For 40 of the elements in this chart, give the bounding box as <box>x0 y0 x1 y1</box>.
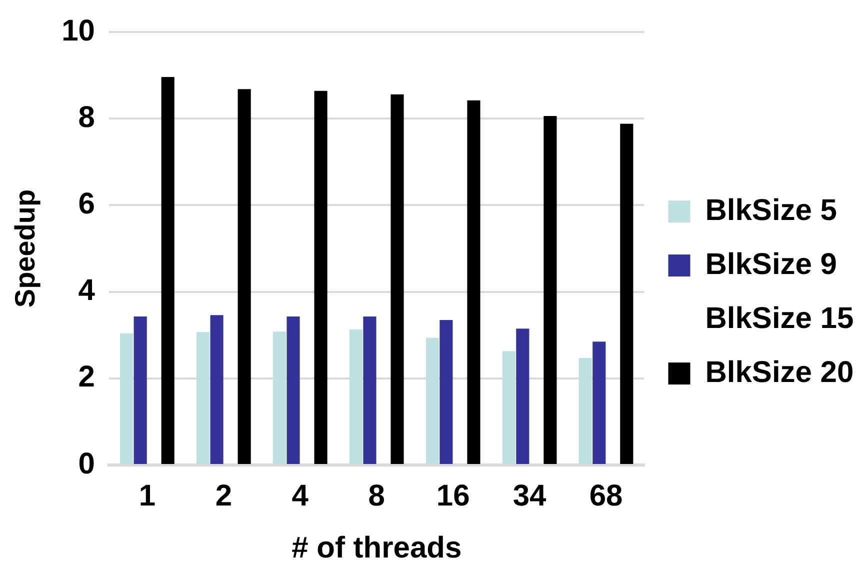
bar <box>210 315 224 464</box>
bar <box>134 316 147 464</box>
bar <box>238 89 251 464</box>
legend-label: BlkSize 9 <box>705 248 837 281</box>
x-tick-label: 16 <box>436 479 470 512</box>
bar <box>620 124 634 464</box>
x-tick-label: 1 <box>138 479 156 512</box>
bar <box>440 320 453 464</box>
bar <box>272 332 286 464</box>
x-tick-label: 2 <box>215 479 232 512</box>
y-tick-label: 10 <box>62 14 95 48</box>
x-tick-label: 8 <box>368 479 385 512</box>
bar <box>196 332 210 464</box>
bar <box>502 351 516 464</box>
x-tick-label: 4 <box>292 479 309 512</box>
bar <box>120 333 134 464</box>
x-tick-label: 68 <box>589 479 623 512</box>
bar <box>161 77 174 464</box>
y-tick-label: 0 <box>78 447 95 480</box>
bar <box>349 329 362 464</box>
y-axis-title: Speedup <box>10 189 41 308</box>
x-axis-title: # of threads <box>292 531 462 564</box>
bar <box>286 316 300 464</box>
y-tick-label: 6 <box>78 187 95 220</box>
y-tick-label: 2 <box>78 360 95 394</box>
bar <box>467 100 480 464</box>
bar <box>314 90 328 464</box>
bar <box>544 116 557 464</box>
bar <box>390 94 404 464</box>
y-tick-label: 8 <box>78 100 95 134</box>
bar <box>516 328 530 464</box>
y-tick-label: 4 <box>78 274 96 308</box>
bar <box>426 338 439 464</box>
legend-label: BlkSize 20 <box>705 356 854 389</box>
text: BlkSize 15 <box>705 302 854 335</box>
legend-label: BlkSize 5 <box>705 194 837 227</box>
bar <box>363 316 376 464</box>
bar <box>592 342 606 464</box>
x-tick-label: 34 <box>512 479 547 512</box>
bar <box>578 358 592 464</box>
